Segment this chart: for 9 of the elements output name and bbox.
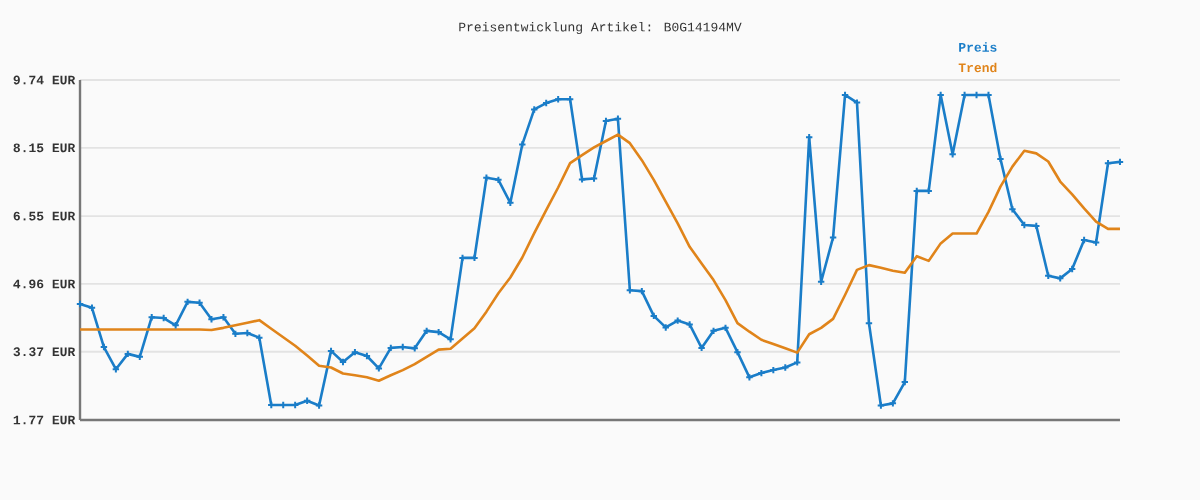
y-tick-label: 4.96 EUR bbox=[13, 279, 76, 289]
y-tick-label: 3.37 EUR bbox=[13, 347, 76, 357]
y-tick-label: 9.74 EUR bbox=[13, 75, 76, 85]
y-tick-label: 8.15 EUR bbox=[13, 143, 76, 153]
y-tick-label: 6.55 EUR bbox=[13, 211, 76, 221]
chart-title: Preisentwicklung Artikel: B0G14194MV bbox=[459, 21, 742, 35]
text: Preis bbox=[959, 42, 997, 52]
text: Trend bbox=[958, 62, 997, 73]
y-tick-label: 1.77 EUR bbox=[13, 415, 76, 425]
